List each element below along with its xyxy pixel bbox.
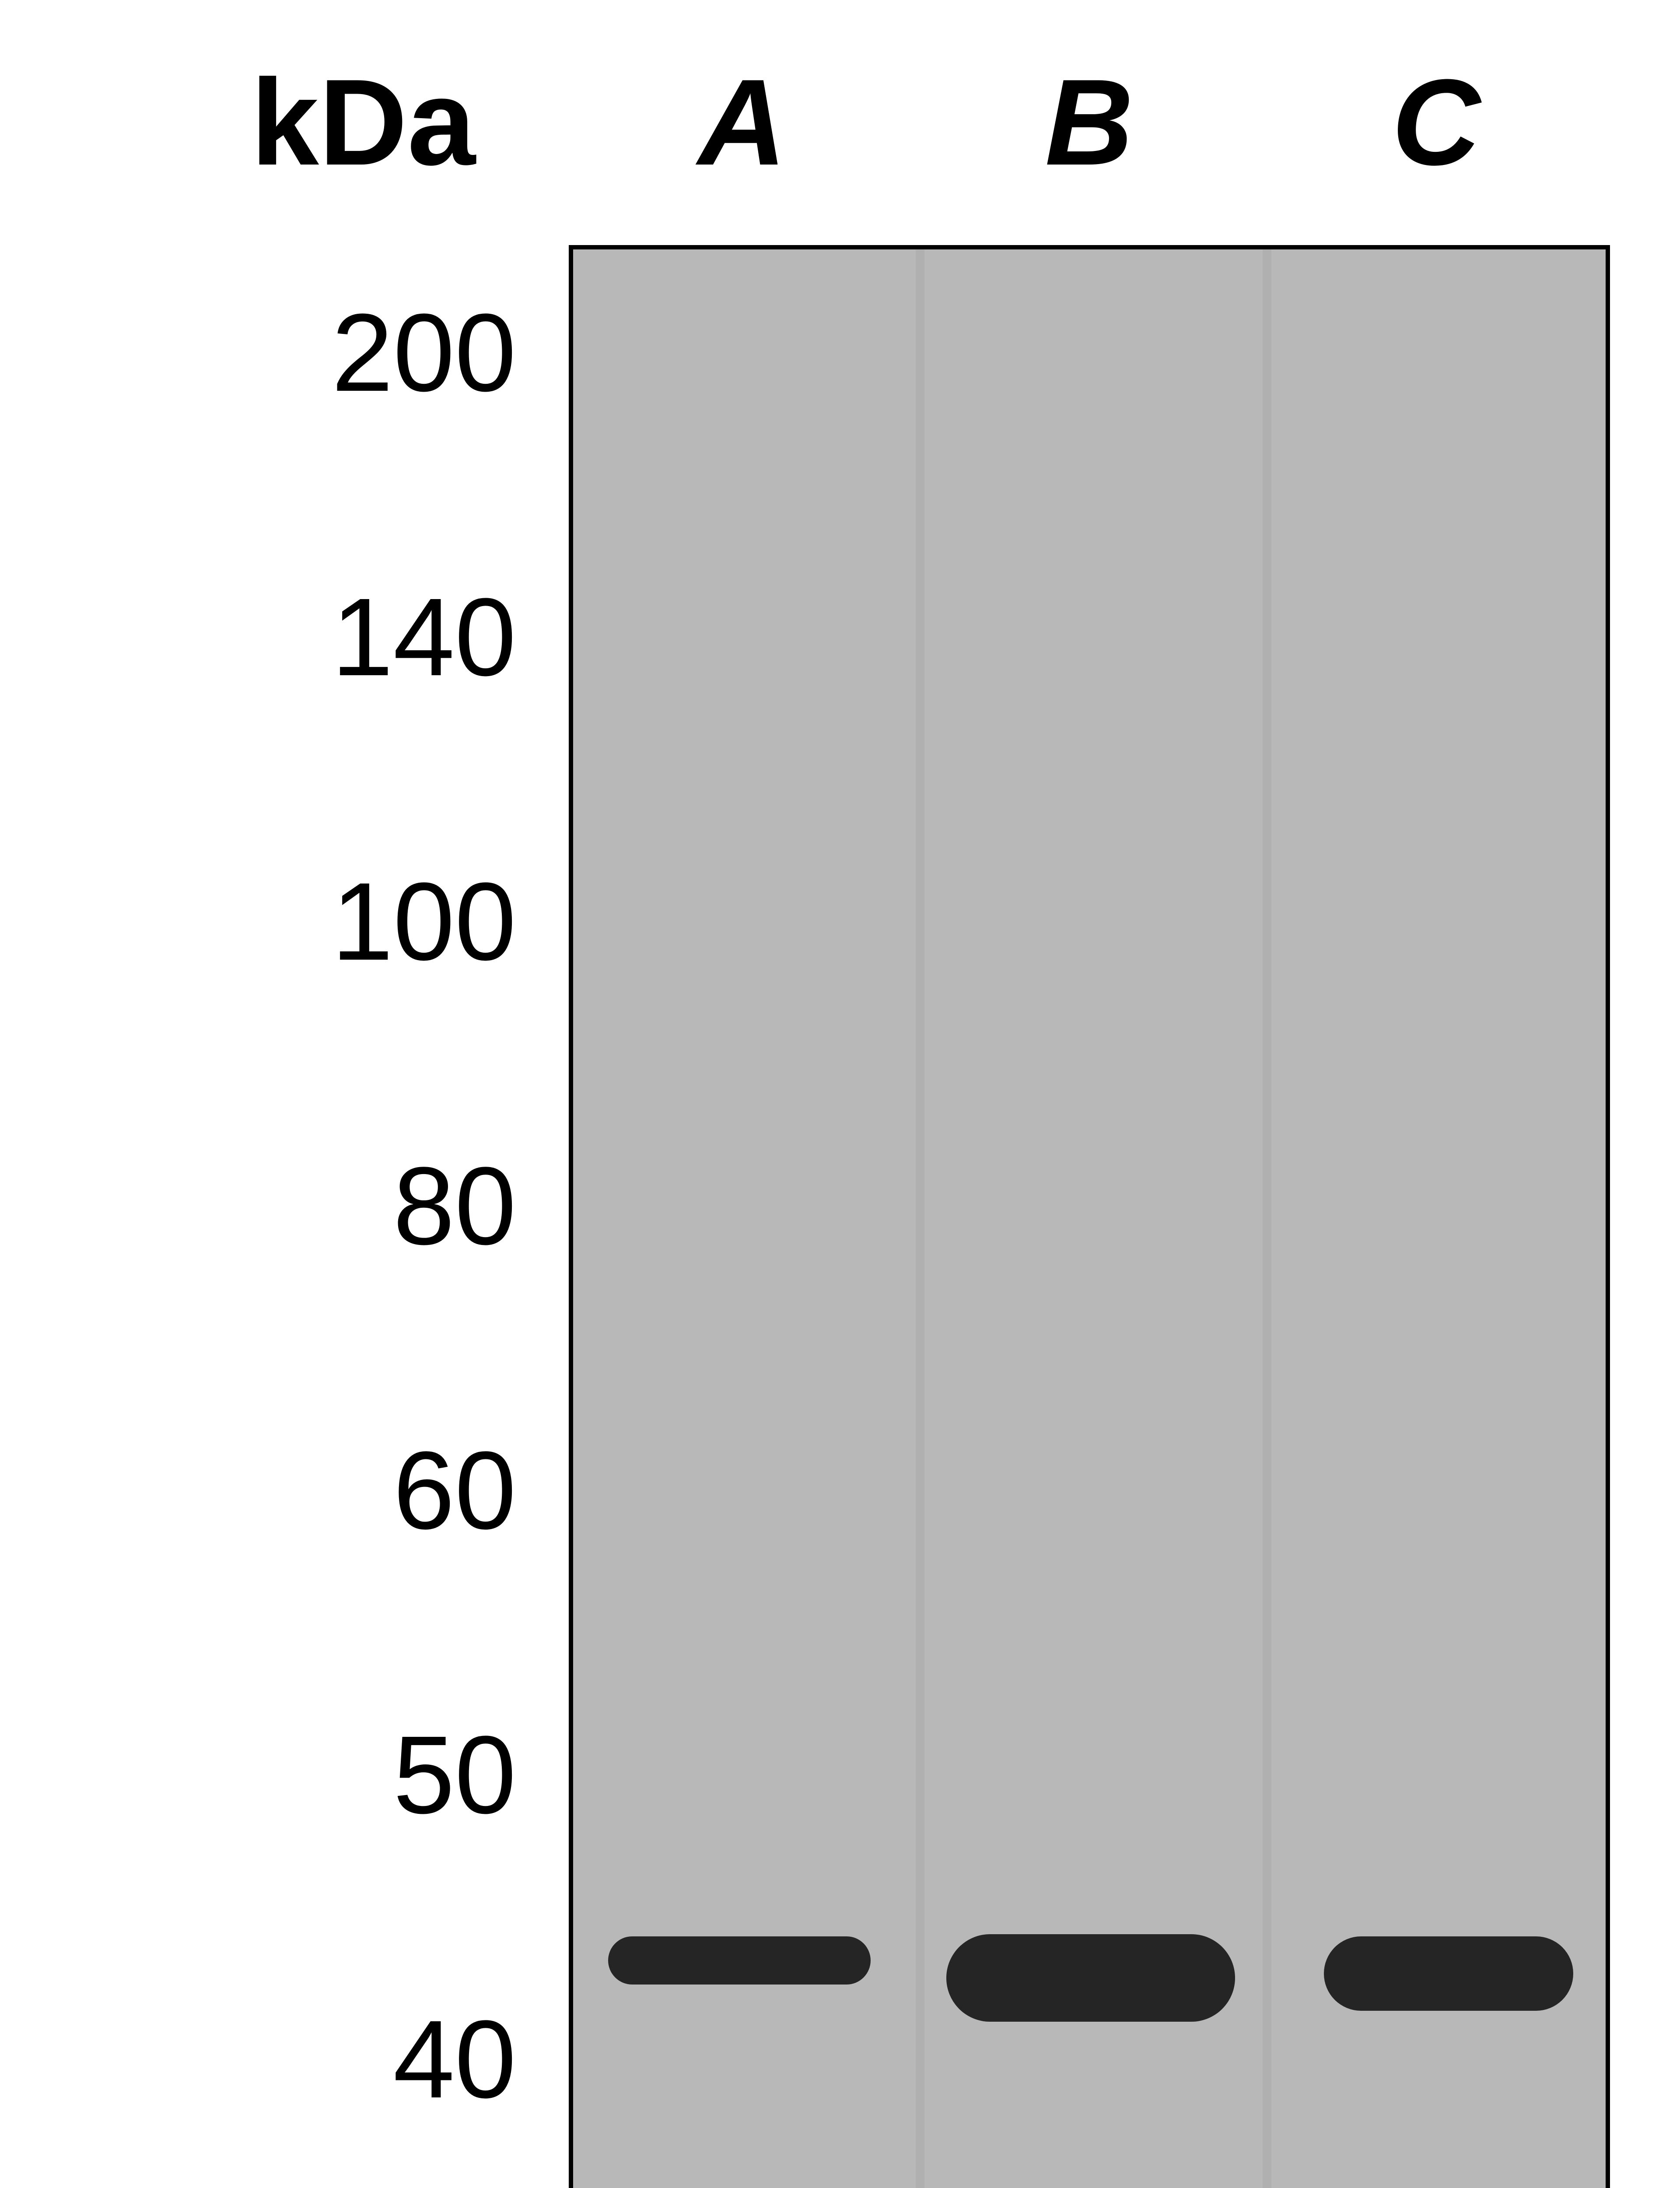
y-tick-80: 80	[0, 1142, 516, 1269]
y-tick-50: 50	[0, 1711, 516, 1838]
lane-label-b: B	[916, 53, 1263, 193]
band-lane-a	[608, 1936, 871, 1985]
band-lane-c	[1324, 1936, 1573, 2011]
y-tick-140: 140	[0, 573, 516, 701]
y-tick-40: 40	[0, 1995, 516, 2123]
y-tick-100: 100	[0, 858, 516, 985]
western-blot-figure: kDa A B C 200 140 100 80 60 50 40 30 20	[0, 0, 1680, 2188]
lane-label-c: C	[1263, 53, 1610, 193]
lane-divider-1	[916, 249, 924, 2188]
kda-header-label: kDa	[206, 53, 521, 193]
lane-label-a: A	[569, 53, 916, 193]
lane-divider-2	[1263, 249, 1271, 2188]
blot-membrane	[569, 245, 1610, 2188]
band-lane-b	[946, 1934, 1235, 2022]
y-tick-60: 60	[0, 1427, 516, 1554]
y-tick-200: 200	[0, 289, 516, 416]
